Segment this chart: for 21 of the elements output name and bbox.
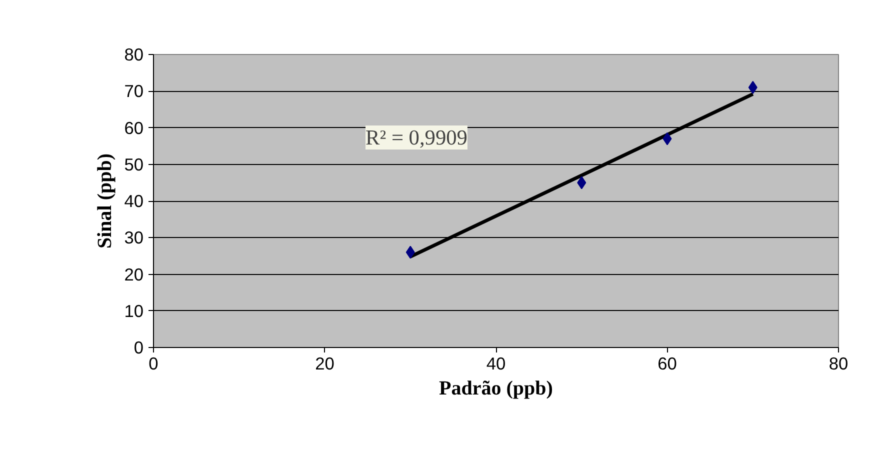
annotation: R² = 0,9909: [366, 126, 468, 150]
point: [662, 132, 672, 146]
x-tick-label: 80: [828, 354, 848, 374]
y-tick-label: 10: [124, 300, 144, 321]
x-tick-label: 0: [148, 354, 158, 374]
x-axis-title: Padrão (ppb): [439, 378, 553, 400]
y-tick-label: 70: [124, 81, 144, 102]
point: [577, 176, 586, 190]
point: [748, 80, 758, 94]
y-tick-label: 80: [124, 44, 144, 64]
y-tick-label: 40: [124, 191, 144, 211]
x-tick-label: 60: [658, 354, 677, 374]
y-tick-label: 20: [124, 264, 144, 284]
y-tick-label: 0: [134, 338, 144, 358]
y-axis-title: Sinal (ppb): [94, 153, 116, 249]
x-tick-label: 20: [315, 354, 334, 374]
x-tick-label: 40: [486, 354, 506, 374]
y-tick-label: 50: [124, 154, 144, 174]
y-tick-label: 30: [124, 228, 144, 248]
y-tick-label: 60: [124, 118, 144, 138]
point: [406, 246, 415, 259]
